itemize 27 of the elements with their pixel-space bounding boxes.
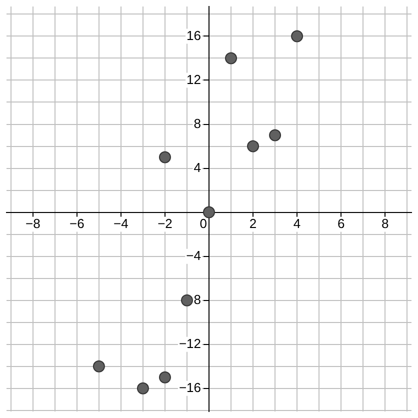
x-tick-label: −4 [114,216,128,231]
point [291,30,304,42]
y-tick-label: 4 [194,160,201,175]
y-tick-label: −12 [178,336,201,351]
point [269,129,282,142]
point [158,151,171,164]
x-tick-label: 8 [381,216,389,231]
point [247,140,260,152]
x-tick-label: −6 [70,216,84,231]
y-tick-label: −4 [186,248,201,263]
x-tick-label: 6 [337,216,345,231]
point [225,52,238,64]
point [158,371,171,384]
y-tick-label: 8 [194,292,201,307]
point [203,206,215,218]
x-tick-label: 0 [200,216,207,231]
y-tick-label: 12 [186,72,201,87]
x-tick-label: 4 [293,216,301,231]
x-tick-label: −8 [26,216,40,231]
x-tick-label: 2 [249,216,257,231]
point [92,360,105,372]
point [136,382,149,394]
x-tick-label: −2 [158,216,172,231]
y-tick-label: 16 [186,28,201,43]
y-tick-label: 8 [194,116,201,131]
point [180,294,193,306]
y-tick-label: −16 [178,380,201,395]
